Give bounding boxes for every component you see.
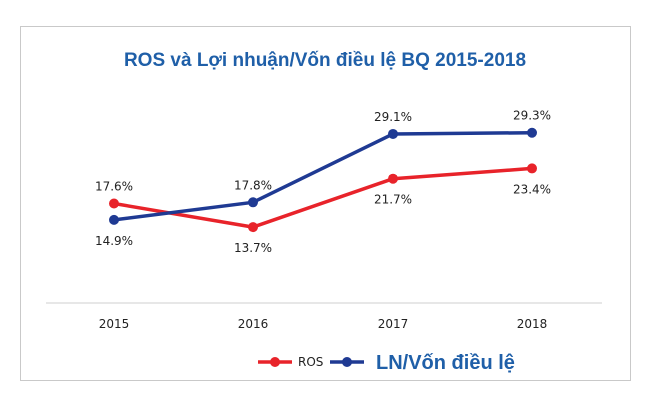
data-label: 13.7% xyxy=(234,241,272,255)
data-point xyxy=(527,127,537,138)
data-point xyxy=(248,222,258,233)
data-point xyxy=(248,197,258,208)
x-axis-ticks: 2015 2016 2017 2018 xyxy=(99,317,548,331)
legend-marker-ln xyxy=(342,357,352,367)
data-point xyxy=(388,128,398,139)
x-tick-label: 2015 xyxy=(99,317,130,331)
data-label: 14.9% xyxy=(95,234,133,248)
legend-label-ros: ROS xyxy=(298,355,323,369)
data-point xyxy=(109,198,119,209)
data-label: 17.8% xyxy=(234,178,272,192)
x-tick-label: 2018 xyxy=(517,317,548,331)
data-point xyxy=(109,214,119,225)
legend-label-ln: LN/Vốn điều lệ xyxy=(376,352,515,374)
legend-marker-ros xyxy=(270,357,280,367)
data-label: 21.7% xyxy=(374,193,412,207)
x-tick-label: 2017 xyxy=(378,317,409,331)
data-label: 29.3% xyxy=(513,109,551,123)
x-tick-label: 2016 xyxy=(238,317,269,331)
data-label: 23.4% xyxy=(513,182,551,196)
legend: ROS LN/Vốn điều lệ xyxy=(258,352,515,374)
chart-title: ROS và Lợi nhuận/Vốn điều lệ BQ 2015-201… xyxy=(124,50,526,71)
series-line-ln-von-dieu-le xyxy=(112,130,534,222)
data-point xyxy=(527,163,537,174)
data-label: 29.1% xyxy=(374,110,412,124)
data-label: 17.6% xyxy=(95,180,133,194)
series-line-ros xyxy=(112,166,534,229)
data-point xyxy=(388,173,398,184)
series-group: 17.6% 13.7% 21.7% 23.4% 14.9% 17.8% 29.1% 29.3% xyxy=(95,109,551,255)
